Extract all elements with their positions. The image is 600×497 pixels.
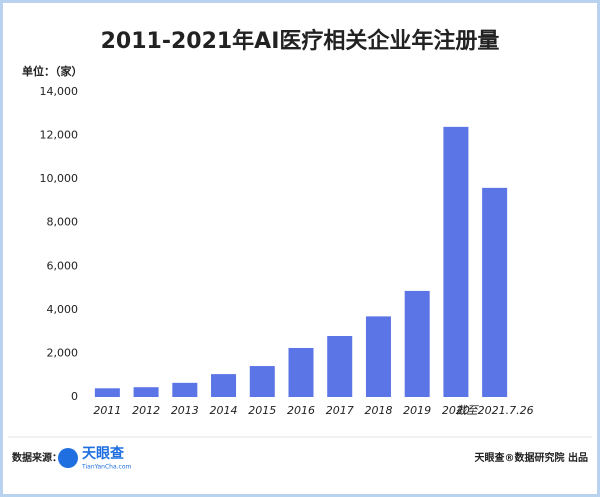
x-tick-label: 2020 <box>442 404 470 417</box>
bar <box>404 290 430 397</box>
unit-label: 单位：（家） <box>22 64 83 78</box>
x-tick-label: 2015 <box>248 404 276 417</box>
x-tick-label: 2013 <box>171 404 199 417</box>
bar <box>482 187 508 397</box>
bar <box>249 366 275 397</box>
x-tick-label: 2017 <box>326 404 354 417</box>
logo-icon <box>58 448 78 468</box>
bar <box>327 336 353 397</box>
x-tick-label: 2014 <box>210 404 238 417</box>
y-tick-label: 2,000 <box>47 346 79 359</box>
x-tick-label: 2016 <box>287 404 315 417</box>
y-tick-label: 14,000 <box>40 85 79 98</box>
chart-title: 2011-2021年AI医疗相关企业年注册量 <box>101 28 500 54</box>
logo-site: TianYanCha.com <box>81 464 131 471</box>
bar <box>211 374 237 397</box>
x-tick-label: 截至2021.7.26 <box>456 404 534 417</box>
bar <box>94 388 120 397</box>
source-label: 数据来源： <box>12 451 62 464</box>
y-tick-label: 6,000 <box>47 259 79 272</box>
bar <box>172 382 198 397</box>
bar <box>288 347 314 397</box>
bar <box>443 126 469 397</box>
x-tick-label: 2018 <box>364 404 392 417</box>
x-tick-label: 2012 <box>132 404 160 417</box>
x-tick-label: 2011 <box>93 404 121 417</box>
x-tick-label: 2019 <box>403 404 431 417</box>
y-tick-label: 12,000 <box>40 129 79 142</box>
y-tick-label: 0 <box>71 390 78 403</box>
logo-name: 天眼查 <box>82 445 125 462</box>
y-tick-label: 4,000 <box>47 303 79 316</box>
credit: 天眼查®数据研究院 出品 <box>475 451 588 464</box>
y-tick-label: 8,000 <box>47 216 79 229</box>
bar <box>133 387 159 397</box>
bar <box>365 316 391 397</box>
y-tick-label: 10,000 <box>40 172 79 185</box>
